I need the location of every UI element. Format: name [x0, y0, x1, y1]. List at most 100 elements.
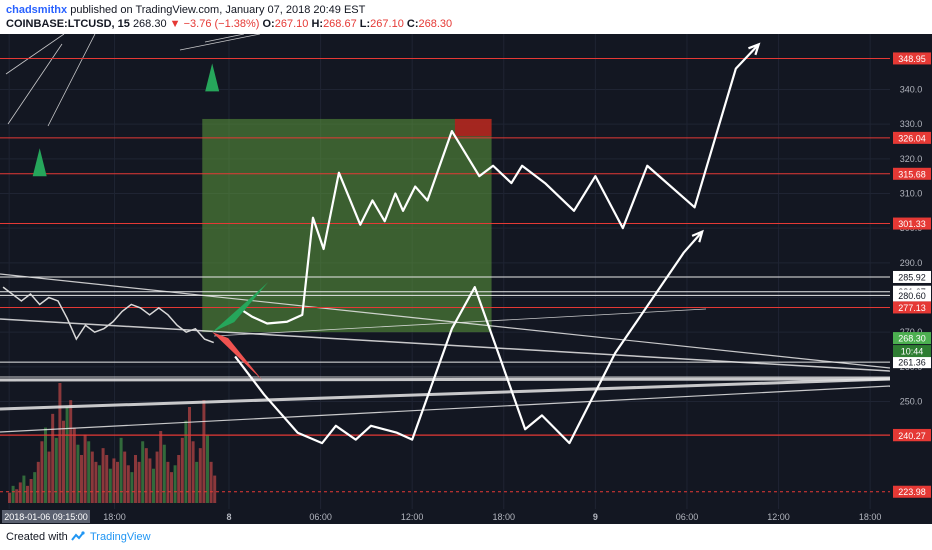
price-level-badge — [893, 167, 931, 180]
price-level-badge — [893, 131, 931, 144]
signal-markers — [32, 63, 269, 381]
price-level-badge — [893, 301, 931, 314]
open-label: O: — [262, 18, 275, 30]
volume-bar — [195, 461, 199, 503]
volume-bar — [116, 461, 119, 503]
price-level-badge — [893, 356, 931, 369]
price-level-label: 280.60 — [898, 291, 926, 301]
volume-bar — [137, 461, 141, 503]
time-tick-label: 18:00 — [103, 512, 126, 522]
volume-bar — [166, 461, 170, 503]
volume-bar — [180, 437, 184, 503]
volume-bar — [90, 451, 94, 503]
time-axis[interactable] — [0, 509, 932, 524]
low-value: 267.10 — [370, 18, 404, 30]
volume-bar — [134, 455, 137, 503]
publish-line: chadsmithx published on TradingView.com,… — [6, 4, 365, 16]
close-label: C: — [406, 18, 419, 30]
volume-bar — [206, 434, 209, 503]
price-tick-label: 290.0 — [900, 258, 923, 268]
volume-bar — [170, 472, 173, 503]
time-cursor-label: 2018-01-06 09:15:00 — [4, 512, 88, 522]
volume-bar — [184, 420, 188, 503]
buy-signal-triangle — [205, 63, 220, 92]
close-value: 268.30 — [418, 18, 453, 30]
volume-bar — [72, 427, 76, 503]
scenario-arrowhead — [748, 42, 761, 56]
volume-bar — [101, 448, 105, 503]
price-level-label: 348.95 — [898, 54, 926, 64]
time-tick-label: 18:00 — [493, 512, 516, 522]
trend-line — [47, 33, 96, 127]
volume-bar — [144, 448, 148, 503]
volume-bar — [119, 437, 123, 503]
volume-bar — [126, 465, 130, 503]
footer-bar: Created with TradingView — [0, 524, 932, 550]
price-level-label: 261.36 — [898, 358, 926, 368]
tradingview-brand-link[interactable]: TradingView — [90, 531, 151, 543]
volume-bar — [65, 407, 69, 503]
volume-bar — [58, 383, 62, 503]
price-tick-label: 250.0 — [900, 397, 923, 407]
bar-timer-label: 10:44 — [901, 347, 924, 357]
volume-bar — [159, 431, 163, 503]
price-tick-label: 330.0 — [900, 119, 923, 129]
price-level-label: 301.33 — [898, 219, 926, 229]
price-level-label: 223.98 — [898, 487, 926, 497]
bullish-scenario-path — [240, 43, 760, 325]
time-tick-label: 18:00 — [859, 512, 882, 522]
volume-bar — [108, 468, 112, 503]
bearish-direction-wedge — [212, 332, 263, 381]
volume-bars — [8, 383, 217, 503]
volume-bar — [54, 437, 58, 503]
price-change: ▼ −3.76 (−1.38%) — [169, 18, 260, 30]
scenario-paths — [234, 42, 761, 445]
trend-line — [0, 377, 891, 382]
volume-bar — [29, 479, 33, 503]
price-level-badge — [893, 485, 931, 498]
volume-bar — [87, 441, 91, 503]
volume-bar — [209, 461, 213, 503]
tradingview-cloud-icon — [68, 529, 86, 548]
published-text: published on TradingView.com, January 07… — [70, 4, 366, 16]
time-tick-label: 12:00 — [401, 512, 424, 522]
bearish-scenario-path — [234, 230, 704, 445]
price-axis-labels: 250.0260.0270.0280.0290.0300.0310.0320.0… — [893, 52, 931, 498]
volume-bar — [123, 451, 127, 503]
current-price-label: 268.30 — [898, 334, 926, 344]
price-level-badge — [893, 52, 931, 65]
high-label: H: — [311, 18, 324, 30]
price-level-lines — [0, 57, 890, 493]
volume-bar — [173, 465, 177, 503]
trend-line — [213, 308, 707, 337]
bar-timer-badge — [893, 345, 931, 358]
price-level-label: 277.13 — [898, 303, 926, 313]
volume-bar — [18, 482, 22, 503]
time-tick-label: 06:00 — [676, 512, 699, 522]
volume-bar — [94, 461, 98, 503]
price-level-label: 285.92 — [898, 272, 926, 282]
low-label: L: — [359, 18, 371, 30]
time-tick-label: 9 — [593, 512, 598, 522]
volume-bar — [198, 448, 202, 503]
volume-bar — [33, 472, 37, 503]
created-with-label: Created with — [6, 531, 68, 543]
volume-bar — [8, 492, 11, 503]
price-level-badge — [893, 429, 931, 442]
volume-bar — [155, 451, 159, 503]
trend-line — [0, 385, 891, 433]
chart-container[interactable]: 250.0260.0270.0280.0290.0300.0310.0320.0… — [0, 33, 932, 524]
author-link[interactable]: chadsmithx — [6, 4, 68, 16]
trend-line — [204, 33, 245, 43]
price-tick-label: 310.0 — [900, 188, 923, 198]
trend-line — [179, 33, 261, 51]
volume-bar — [44, 427, 47, 503]
chart-canvas[interactable]: 250.0260.0270.0280.0290.0300.0310.0320.0… — [0, 33, 932, 524]
stop-zone-box — [454, 118, 492, 137]
buy-signal-triangle — [32, 148, 47, 177]
volume-bar — [22, 475, 26, 503]
volume-bar — [76, 444, 80, 503]
volume-bar — [112, 458, 116, 503]
current-price-badge — [893, 332, 931, 345]
price-level-label: 240.27 — [898, 431, 926, 441]
